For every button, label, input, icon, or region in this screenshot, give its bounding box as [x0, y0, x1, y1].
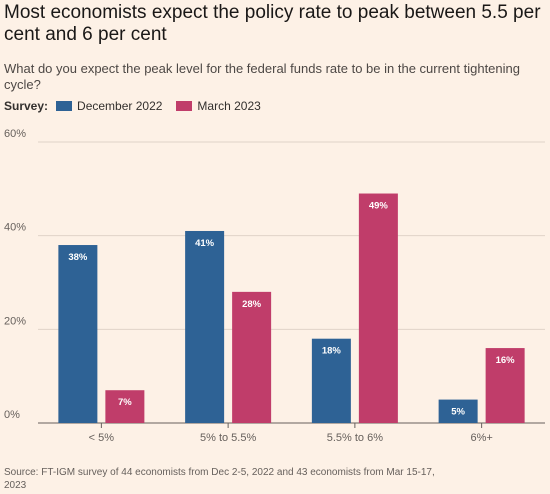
bar-march-2023 [105, 390, 145, 423]
legend-swatch-december-2022 [56, 101, 73, 111]
legend-title: Survey: [4, 99, 49, 113]
bar-chart: 0% 20% 40% 60% 38% 7% < 5% 41% 28% 5% to 5.5% 18% 4… [4, 128, 545, 444]
x-tick-label: < 5% [89, 432, 115, 444]
x-tick-label: 6%+ [470, 432, 492, 444]
bar-december-2022 [58, 245, 98, 423]
chart-subtitle: What do you expect the peak level for th… [4, 61, 520, 92]
bar-march-2023 [358, 193, 398, 423]
legend-swatch-march-2023 [176, 101, 193, 111]
bar-value-label: 7% [118, 397, 132, 408]
y-tick-label: 40% [4, 222, 26, 234]
bar-value-label: 16% [496, 355, 516, 366]
bar-december-2022 [438, 399, 478, 423]
bar-value-label: 49% [369, 201, 389, 212]
x-tick-label: 5% to 5.5% [200, 432, 256, 444]
y-tick-label: 20% [4, 315, 26, 327]
chart-title: Most economists expect the policy rate t… [4, 2, 541, 45]
bar-value-label: 41% [195, 238, 215, 249]
bar-value-label: 38% [68, 252, 88, 263]
legend-item-march-2023: March 2023 [176, 99, 261, 113]
legend-label-december-2022: December 2022 [77, 99, 163, 113]
bar-december-2022 [311, 338, 351, 423]
x-tick-label: 5.5% to 6% [327, 432, 383, 444]
legend-item-december-2022: December 2022 [56, 99, 162, 113]
bar-value-label: 18% [322, 346, 342, 357]
legend: Survey: December 2022 March 2023 [4, 98, 275, 114]
y-tick-label: 60% [4, 128, 26, 140]
legend-label-march-2023: March 2023 [197, 99, 261, 113]
source-note: Source: FT-IGM survey of 44 economists f… [4, 467, 435, 491]
bar-march-2023 [485, 348, 525, 423]
y-tick-label: 0% [4, 409, 20, 421]
bar-december-2022 [185, 230, 225, 423]
bar-value-label: 5% [451, 407, 465, 418]
bar-value-label: 28% [242, 299, 262, 310]
bar-march-2023 [232, 291, 272, 423]
